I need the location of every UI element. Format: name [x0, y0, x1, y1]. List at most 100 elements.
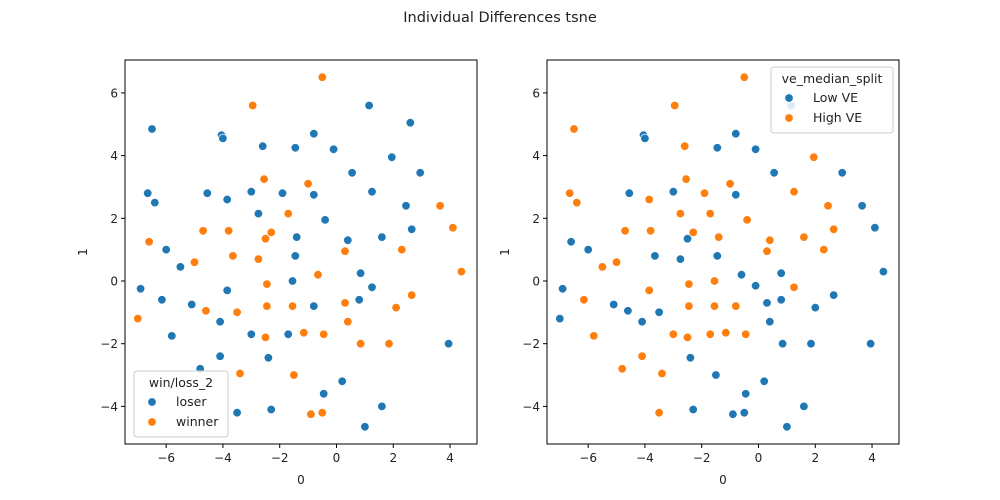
- point-low-ve: [557, 284, 568, 294]
- point-low-ve: [865, 339, 876, 349]
- point-winner: [313, 270, 323, 280]
- point-high-ve: [705, 208, 715, 219]
- point-low-ve: [685, 353, 696, 363]
- point-low-ve: [609, 299, 619, 310]
- y-axis-label: 1: [76, 248, 90, 256]
- point-winner: [260, 332, 271, 343]
- point-loser: [150, 197, 160, 208]
- point-winner: [144, 237, 154, 247]
- point-high-ve: [741, 329, 751, 340]
- point-loser: [290, 143, 301, 153]
- point-low-ve: [650, 251, 660, 261]
- y-tick-label: −4: [522, 400, 540, 414]
- point-winner: [397, 244, 407, 255]
- point-low-ve: [712, 251, 723, 261]
- y-tick-label: 2: [110, 212, 118, 226]
- point-low-ve: [782, 422, 792, 432]
- figure-title: Individual Differences tsne: [403, 10, 597, 26]
- point-loser: [218, 133, 228, 144]
- point-high-ve: [682, 332, 693, 343]
- point-loser: [175, 262, 186, 272]
- x-tick-label: 4: [446, 451, 454, 465]
- point-high-ve: [565, 188, 575, 198]
- point-loser: [246, 186, 257, 197]
- point-winner: [384, 339, 394, 349]
- point-low-ve: [759, 376, 769, 387]
- point-winner: [299, 328, 309, 338]
- point-low-ve: [682, 233, 693, 244]
- point-winner: [355, 339, 366, 349]
- y-tick-label: 4: [110, 149, 118, 163]
- point-loser: [443, 339, 454, 349]
- point-high-ve: [789, 282, 799, 293]
- point-high-ve: [725, 179, 735, 189]
- legend-marker: [147, 417, 157, 427]
- point-high-ve: [731, 301, 741, 311]
- point-low-ve: [728, 409, 738, 419]
- point-loser: [354, 295, 364, 305]
- right-scatter-panel: −6 −4 −2 0 2 4 −4 −2 0 2 4 6 0 1 ve_median_split Low VE…: [498, 59, 900, 487]
- point-loser: [266, 404, 276, 415]
- point-winner: [223, 226, 234, 236]
- x-tick-label: −6: [157, 451, 175, 465]
- y-tick-label: −4: [100, 400, 118, 414]
- point-low-ve: [870, 222, 880, 233]
- point-loser: [401, 201, 411, 211]
- point-low-ve: [712, 143, 723, 153]
- point-high-ve: [705, 329, 715, 340]
- legend-title: win/loss_2: [149, 375, 213, 390]
- point-winner: [456, 266, 467, 277]
- point-loser: [232, 408, 242, 418]
- point-loser: [309, 190, 319, 200]
- point-low-ve: [624, 188, 635, 198]
- point-low-ve: [566, 237, 576, 247]
- point-loser: [309, 301, 319, 311]
- point-loser: [405, 117, 416, 128]
- point-high-ve: [644, 285, 654, 296]
- point-winner: [198, 226, 208, 236]
- point-high-ve: [709, 276, 720, 286]
- point-winner: [266, 227, 276, 238]
- point-high-ve: [799, 232, 809, 242]
- point-low-ve: [731, 190, 741, 200]
- point-high-ve: [645, 226, 656, 236]
- point-winner: [232, 307, 242, 318]
- point-low-ve: [623, 306, 633, 316]
- point-winner: [340, 246, 350, 256]
- point-low-ve: [739, 408, 750, 418]
- point-low-ve: [750, 144, 761, 155]
- point-loser: [258, 141, 268, 151]
- point-high-ve: [675, 208, 686, 219]
- y-tick-label: 2: [532, 212, 540, 226]
- x-axis-label: 0: [719, 473, 727, 487]
- point-high-ve: [681, 174, 691, 184]
- point-low-ve: [675, 254, 686, 264]
- point-loser: [328, 144, 339, 155]
- point-loser: [253, 208, 264, 219]
- point-loser: [222, 285, 232, 296]
- legend-box: [133, 370, 229, 438]
- point-loser: [186, 299, 197, 310]
- point-high-ve: [680, 141, 690, 151]
- point-winner: [343, 317, 353, 327]
- point-loser: [215, 317, 225, 327]
- point-high-ve: [684, 279, 694, 289]
- point-loser: [142, 188, 153, 198]
- point-low-ve: [711, 370, 721, 380]
- point-high-ve: [789, 186, 799, 197]
- data-points: [555, 72, 889, 432]
- x-tick-label: −2: [693, 451, 711, 465]
- point-winner: [260, 233, 271, 244]
- point-high-ve: [589, 331, 599, 341]
- point-low-ve: [776, 295, 786, 305]
- legend-marker: [147, 397, 157, 407]
- point-high-ve: [654, 408, 664, 418]
- x-tick-label: −2: [271, 451, 289, 465]
- point-winner: [262, 279, 272, 289]
- point-high-ve: [823, 201, 833, 211]
- point-high-ve: [699, 188, 710, 198]
- point-high-ve: [819, 244, 829, 255]
